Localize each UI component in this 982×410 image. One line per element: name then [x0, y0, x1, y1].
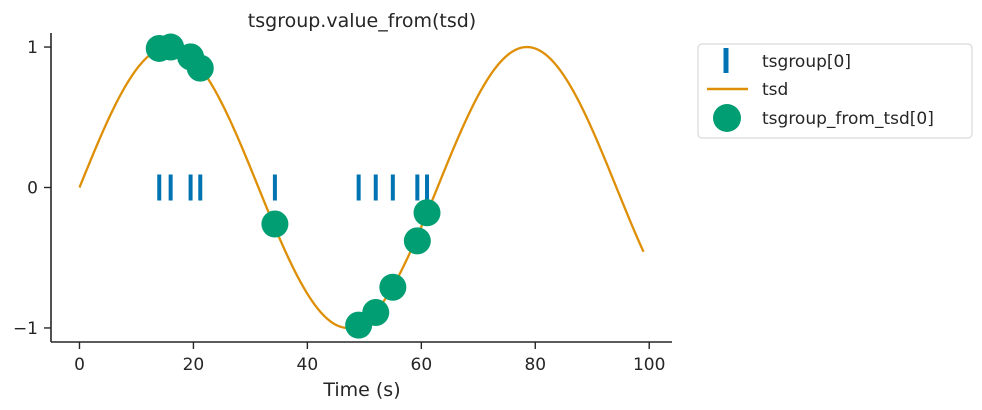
legend-label-tsgroup: tsgroup[0]	[762, 52, 851, 72]
x-tick-label: 80	[524, 355, 546, 375]
x-tick-label: 100	[633, 355, 665, 375]
legend-frame	[697, 43, 973, 139]
scatter-point-tsgroup-from-tsd	[157, 33, 185, 61]
legend-label-tsd: tsd	[762, 80, 788, 100]
x-tick-label: 0	[74, 355, 85, 375]
scatter-point-tsgroup-from-tsd	[362, 299, 390, 327]
legend: tsgroup[0] tsd tsgroup_from_tsd[0]	[697, 43, 973, 139]
legend-marker-tsgroup-from-tsd	[713, 104, 741, 132]
legend-label-tsgroup-from-tsd: tsgroup_from_tsd[0]	[762, 109, 934, 129]
scatter-point-tsgroup-from-tsd	[261, 210, 289, 238]
scatter-point-tsgroup-from-tsd	[403, 227, 431, 255]
scatter-point-tsgroup-from-tsd	[186, 54, 214, 82]
series-line-tsd	[78, 45, 645, 330]
scatter-point-tsgroup-from-tsd	[379, 273, 407, 301]
x-axis-label: Time (s)	[322, 379, 400, 401]
x-tick-label: 40	[297, 355, 319, 375]
y-tick-label: 1	[27, 38, 38, 58]
y-ticks: −1 0 1	[13, 38, 51, 339]
plot-area	[78, 33, 645, 339]
chart-title: tsgroup.value_from(tsd)	[248, 10, 476, 32]
x-tick-label: 20	[183, 355, 205, 375]
y-tick-label: −1	[13, 319, 38, 339]
x-tick-label: 60	[411, 355, 433, 375]
x-ticks: 0 20 40 60 80 100	[74, 342, 665, 375]
y-tick-label: 0	[27, 179, 38, 199]
scatter-point-tsgroup-from-tsd	[413, 199, 441, 227]
